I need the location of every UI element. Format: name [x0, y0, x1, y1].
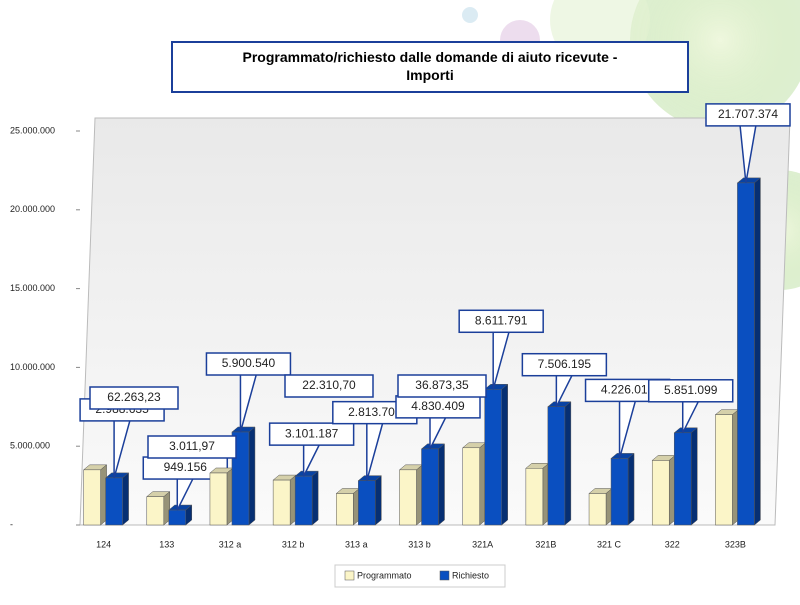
legend-label: Programmato — [357, 570, 412, 580]
bar-side — [311, 470, 319, 526]
annotation-box — [147, 435, 237, 459]
callout-box — [705, 103, 791, 127]
bar — [105, 477, 123, 526]
bar — [294, 475, 313, 526]
bar-side — [248, 426, 256, 526]
x-tick-label: 133 — [159, 539, 174, 549]
x-tick-label: 124 — [96, 539, 111, 549]
annotation: 62.263,23 — [107, 390, 161, 404]
bar — [168, 509, 187, 526]
y-tick-label: - — [10, 519, 13, 529]
bar-side — [438, 443, 445, 526]
bar — [421, 448, 439, 526]
annotation: 3.011,97 — [169, 439, 215, 453]
x-tick-label: 321B — [535, 539, 556, 549]
x-tick-label: 313 b — [408, 539, 431, 549]
bar — [610, 458, 629, 526]
bar — [83, 469, 101, 526]
y-tick-label: 10.000.000 — [10, 362, 55, 372]
bar-side — [564, 401, 572, 526]
bar — [146, 496, 165, 526]
x-tick-label: 312 b — [282, 539, 305, 549]
y-tick-label: 20.000.000 — [10, 204, 55, 214]
legend-swatch — [344, 570, 355, 581]
callout-box — [268, 422, 355, 446]
callout-box — [521, 352, 608, 377]
bar — [462, 447, 480, 526]
y-tick-label: 15.000.000 — [10, 283, 55, 293]
bar — [588, 493, 607, 526]
annotation-box — [89, 386, 179, 410]
x-tick-label: 321 C — [597, 539, 622, 549]
bar — [209, 472, 228, 526]
bar — [399, 469, 417, 526]
y-tick-label: 25.000.000 — [10, 125, 55, 135]
bar-side — [690, 427, 698, 526]
data-label: 8.611.791 — [475, 313, 528, 327]
x-tick-label: 323B — [725, 539, 746, 549]
annotation-box — [284, 374, 374, 398]
callout-box — [647, 379, 734, 403]
bar-side — [754, 177, 761, 526]
bar-side — [627, 452, 635, 526]
bar-side — [122, 472, 129, 526]
x-tick-label: 312 a — [219, 539, 242, 549]
data-label: 21.707.374 — [718, 107, 778, 121]
title-box — [171, 41, 689, 93]
callout-box — [205, 352, 292, 376]
bar — [715, 414, 733, 526]
bar-side — [501, 383, 508, 526]
legend-label: Richiesto — [452, 570, 489, 580]
annotation: 22.310,70 — [302, 378, 356, 392]
x-tick-label: 313 a — [345, 539, 368, 549]
data-label: 949.156 — [164, 460, 208, 474]
data-label: 5.851.099 — [664, 383, 718, 397]
annotation: 36.873,35 — [415, 378, 469, 392]
data-label: 2.813.703 — [348, 405, 402, 419]
x-tick-label: 321A — [472, 539, 493, 549]
chart-title: Programmato/richiesto dalle domande di a… — [243, 49, 618, 83]
data-label: 4.226.019 — [601, 383, 655, 397]
bar — [547, 406, 566, 526]
bar — [358, 480, 376, 526]
data-label: 4.830.409 — [411, 399, 465, 413]
bar — [651, 460, 670, 526]
bar — [673, 432, 692, 526]
annotation-box — [397, 374, 487, 398]
legend — [334, 564, 506, 588]
bar — [336, 493, 354, 526]
data-label: 5.900.540 — [222, 356, 276, 370]
x-tick-label: 322 — [665, 539, 680, 549]
data-label: 3.101.187 — [285, 426, 339, 440]
bar — [484, 389, 502, 526]
bar — [525, 468, 544, 526]
callout-box — [458, 309, 544, 334]
data-label: 7.506.195 — [538, 357, 592, 371]
bar — [272, 479, 291, 526]
bar — [737, 182, 755, 526]
y-tick-label: 5.000.000 — [10, 441, 50, 451]
legend-swatch — [439, 570, 450, 581]
bar-side — [375, 475, 382, 526]
